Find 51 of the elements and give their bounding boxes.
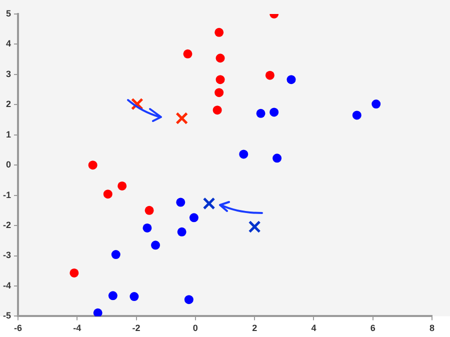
y-tick-label: 2 <box>6 99 11 110</box>
point <box>189 213 198 222</box>
point <box>176 198 186 207</box>
point <box>248 220 261 233</box>
point <box>256 108 266 118</box>
point <box>184 295 194 304</box>
point <box>212 106 222 115</box>
point <box>142 223 152 232</box>
point <box>111 250 120 260</box>
y-tick-label: -3 <box>2 250 11 260</box>
point <box>151 240 160 250</box>
y-tick-label: -2 <box>2 220 11 230</box>
point <box>239 150 248 159</box>
point <box>216 75 225 84</box>
x-tick-label: 8 <box>429 323 435 334</box>
point <box>103 190 112 199</box>
point <box>88 160 98 170</box>
y-tick-label: -1 <box>2 190 11 200</box>
point <box>270 108 279 117</box>
point <box>176 112 188 124</box>
x-tick-label: -4 <box>73 323 82 334</box>
point <box>265 70 274 80</box>
point <box>118 181 127 190</box>
point <box>202 197 216 210</box>
x-tick-label: -6 <box>14 323 22 334</box>
point <box>70 268 79 278</box>
x-tick-label: -2 <box>132 323 140 334</box>
point <box>272 154 282 163</box>
point <box>177 227 186 236</box>
point <box>352 110 362 120</box>
y-tick-label: -5 <box>2 310 11 321</box>
x-tick-label: 6 <box>370 323 376 334</box>
y-tick-label: 0 <box>6 160 11 170</box>
point <box>216 54 225 63</box>
point <box>214 28 224 37</box>
x-tick-label: 4 <box>311 323 316 334</box>
point <box>144 206 154 215</box>
point <box>286 75 296 84</box>
point <box>372 100 381 109</box>
y-tick-label: 5 <box>6 8 11 18</box>
point <box>108 291 118 300</box>
y-tick-label: 4 <box>6 38 11 49</box>
x-tick-label: 2 <box>252 323 258 334</box>
point <box>93 308 102 316</box>
point <box>214 88 224 98</box>
y-tick-label: 1 <box>6 129 11 140</box>
x-tick-label: 0 <box>192 323 198 334</box>
point <box>183 49 192 58</box>
y-tick-label: 3 <box>6 68 11 79</box>
point <box>130 292 139 302</box>
y-tick-label: -4 <box>2 280 11 290</box>
